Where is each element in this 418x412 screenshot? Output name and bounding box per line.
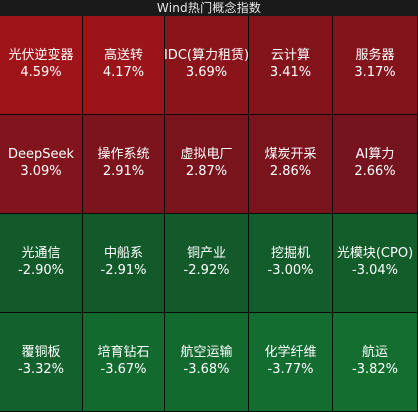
concept-change-percent: -3.68% — [183, 362, 230, 377]
concept-tile[interactable]: 光模块(CPO) -3.04% — [333, 214, 418, 313]
concept-name: 服务器 — [355, 48, 395, 63]
concept-change-percent: -2.91% — [100, 263, 147, 278]
concept-tile[interactable]: 中船系 -2.91% — [83, 214, 165, 313]
concept-change-percent: 3.69% — [185, 65, 228, 80]
concept-tile[interactable]: 铜产业 -2.92% — [165, 214, 249, 313]
concept-name: 覆铜板 — [21, 345, 61, 360]
concept-change-percent: 2.86% — [269, 164, 312, 179]
concept-tile[interactable]: 化学纤维 -3.77% — [249, 313, 333, 412]
concept-change-percent: -3.32% — [18, 362, 64, 377]
concept-name: 操作系统 — [97, 147, 150, 162]
concept-change-percent: 4.17% — [102, 65, 145, 80]
concept-change-percent: 3.09% — [20, 164, 62, 179]
concept-name: 高送转 — [103, 48, 143, 63]
concept-name: 航运 — [361, 345, 388, 360]
concept-tile[interactable]: 航空运输 -3.68% — [165, 313, 249, 412]
widget-title: Wind热门概念指数 — [0, 0, 418, 16]
concept-change-percent: 2.91% — [102, 164, 145, 179]
concept-name: 光通信 — [21, 246, 61, 261]
concept-change-percent: -3.82% — [352, 362, 398, 377]
concept-tile[interactable]: DeepSeek 3.09% — [0, 115, 83, 214]
concept-name: 中船系 — [103, 246, 143, 261]
concept-tile[interactable]: 服务器 3.17% — [333, 16, 418, 115]
concept-change-percent: -2.92% — [183, 263, 230, 278]
concept-change-percent: 2.87% — [185, 164, 228, 179]
concept-name: 培育钻石 — [97, 345, 150, 360]
concept-tile[interactable]: 覆铜板 -3.32% — [0, 313, 83, 412]
concept-change-percent: -3.77% — [267, 362, 314, 377]
concept-name: DeepSeek — [7, 147, 75, 162]
concept-change-percent: -2.90% — [18, 263, 64, 278]
concept-tile[interactable]: 挖掘机 -3.00% — [249, 214, 333, 313]
concept-name: 云计算 — [270, 48, 310, 63]
concept-change-percent: -3.67% — [100, 362, 147, 377]
concept-name: 航空运输 — [180, 345, 233, 360]
concept-tile[interactable]: AI算力 2.66% — [333, 115, 418, 214]
concept-tile[interactable]: IDC(算力租赁) 3.69% — [163, 16, 250, 115]
concept-change-percent: -3.04% — [352, 263, 398, 278]
concept-tile[interactable]: 煤炭开采 2.86% — [249, 115, 333, 214]
concept-tile[interactable]: 操作系统 2.91% — [83, 115, 165, 214]
concept-tile[interactable]: 云计算 3.41% — [249, 16, 333, 115]
concept-name: AI算力 — [355, 147, 395, 162]
concept-change-percent: -3.00% — [267, 263, 314, 278]
concept-change-percent: 4.59% — [20, 65, 62, 80]
concept-name: 煤炭开采 — [264, 147, 317, 162]
concept-tile[interactable]: 光伏逆变器 4.59% — [0, 16, 83, 115]
concept-name: 虚拟电厂 — [180, 147, 233, 162]
concept-tile[interactable]: 光通信 -2.90% — [0, 214, 83, 313]
concept-change-percent: 2.66% — [354, 164, 396, 179]
concept-tile-grid: 光伏逆变器 4.59% 高送转 4.17% IDC(算力租赁) 3.69% 云计算 3.41%… — [0, 16, 418, 412]
concept-name: 光模块(CPO) — [336, 246, 414, 261]
concept-tile[interactable]: 航运 -3.82% — [333, 313, 418, 412]
concept-tile[interactable]: 培育钻石 -3.67% — [83, 313, 165, 412]
concept-change-percent: 3.41% — [269, 65, 312, 80]
concept-tile[interactable]: 虚拟电厂 2.87% — [165, 115, 249, 214]
concept-name: 化学纤维 — [264, 345, 317, 360]
concept-name: 光伏逆变器 — [8, 48, 74, 63]
concept-change-percent: 3.17% — [354, 65, 396, 80]
concept-name: 铜产业 — [186, 246, 226, 261]
concept-tile[interactable]: 高送转 4.17% — [83, 16, 165, 115]
concept-name: IDC(算力租赁) — [163, 48, 250, 63]
concept-name: 挖掘机 — [270, 246, 310, 261]
